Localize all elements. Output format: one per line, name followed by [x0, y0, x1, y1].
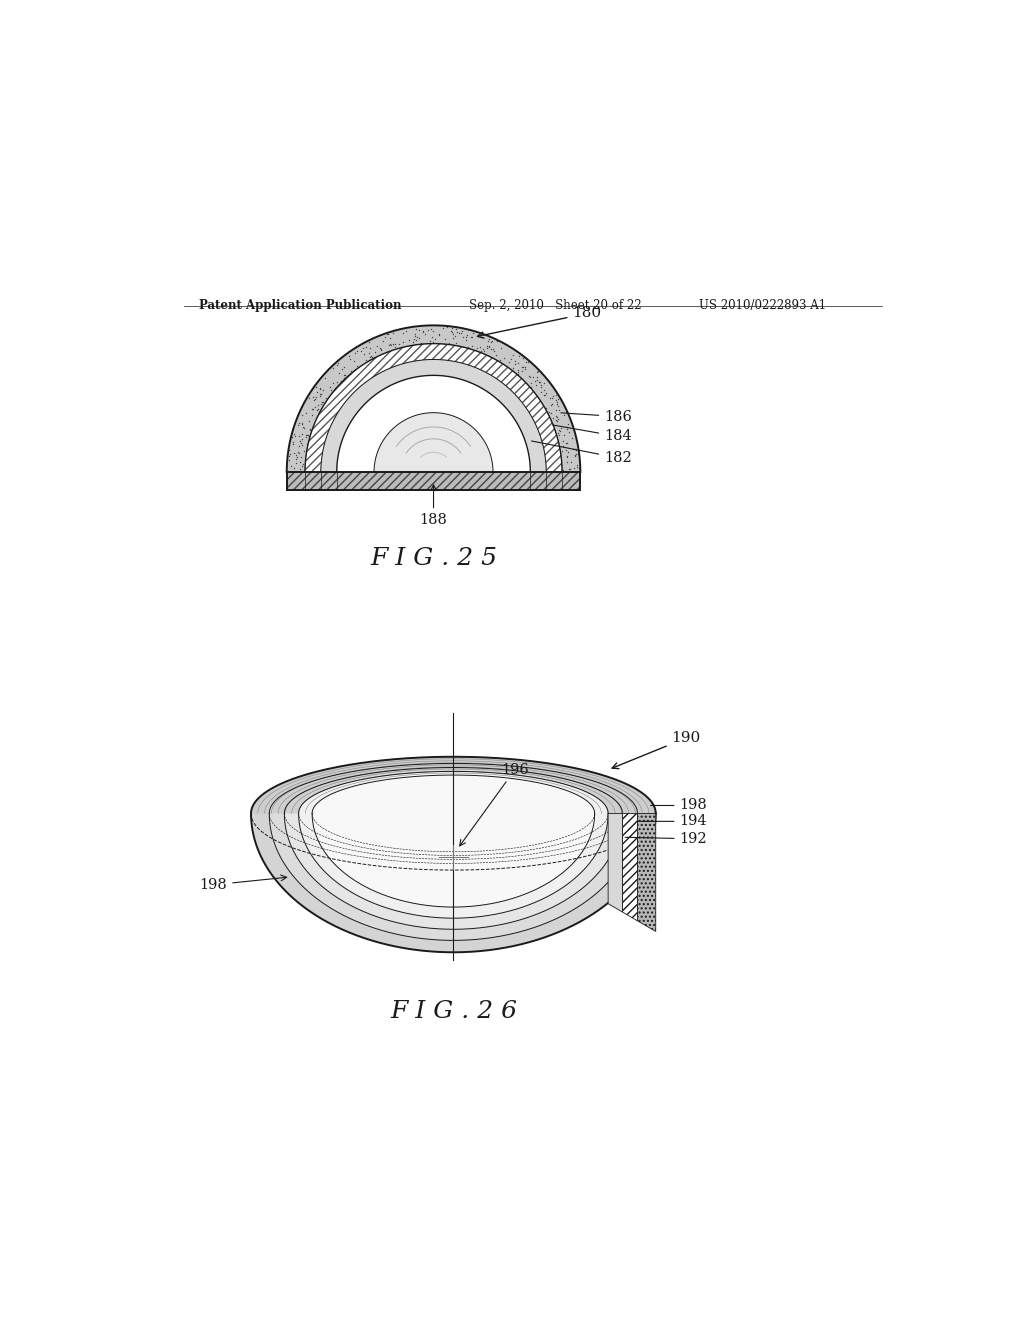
Text: 194: 194 [637, 814, 708, 829]
Bar [287, 473, 581, 490]
Polygon shape [374, 413, 494, 473]
Text: 180: 180 [477, 306, 601, 338]
Text: 186: 186 [561, 409, 632, 424]
Text: US 2010/0222893 A1: US 2010/0222893 A1 [699, 300, 826, 312]
Text: 196: 196 [460, 763, 528, 846]
Polygon shape [321, 359, 546, 473]
Polygon shape [285, 766, 623, 929]
Text: Patent Application Publication: Patent Application Publication [200, 300, 402, 312]
Text: Sep. 2, 2010   Sheet 20 of 22: Sep. 2, 2010 Sheet 20 of 22 [469, 300, 642, 312]
Text: 192: 192 [626, 832, 708, 846]
Polygon shape [608, 813, 623, 912]
Text: F I G . 2 6: F I G . 2 6 [390, 1001, 517, 1023]
Polygon shape [312, 774, 595, 907]
Polygon shape [623, 813, 638, 921]
Polygon shape [251, 756, 655, 952]
Text: 182: 182 [531, 441, 632, 465]
Polygon shape [251, 756, 655, 952]
Text: 198: 198 [200, 875, 287, 892]
Polygon shape [251, 756, 655, 813]
Text: 184: 184 [553, 425, 632, 444]
Text: 190: 190 [612, 731, 700, 768]
Polygon shape [287, 325, 581, 473]
Polygon shape [299, 770, 608, 919]
Text: 198: 198 [650, 799, 708, 813]
Bar [287, 473, 581, 490]
Text: F I G . 2 5: F I G . 2 5 [370, 546, 497, 570]
Polygon shape [305, 343, 562, 473]
Polygon shape [638, 813, 655, 932]
Polygon shape [269, 762, 638, 940]
Polygon shape [337, 375, 530, 473]
Text: 188: 188 [420, 484, 447, 528]
